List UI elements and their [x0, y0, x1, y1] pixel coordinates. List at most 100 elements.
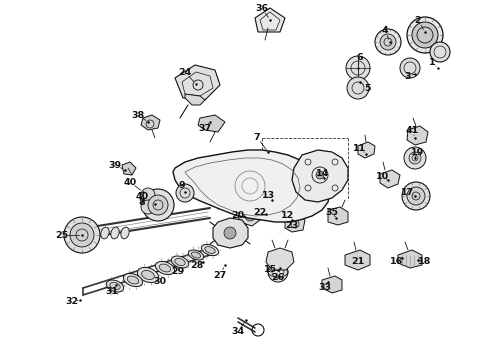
Polygon shape: [185, 94, 205, 105]
Circle shape: [346, 56, 370, 80]
Polygon shape: [380, 170, 400, 188]
Circle shape: [430, 42, 450, 62]
Text: 3: 3: [405, 72, 411, 81]
Text: 20: 20: [231, 211, 245, 220]
Text: 36: 36: [255, 4, 269, 13]
Circle shape: [141, 200, 155, 214]
Polygon shape: [262, 205, 280, 220]
Ellipse shape: [127, 276, 139, 284]
Circle shape: [70, 223, 94, 247]
Text: 7: 7: [254, 132, 260, 141]
Text: 29: 29: [172, 267, 185, 276]
Ellipse shape: [101, 227, 109, 239]
Text: 33: 33: [318, 284, 332, 292]
Text: 39: 39: [108, 161, 122, 170]
Polygon shape: [266, 248, 294, 270]
Text: 21: 21: [351, 257, 365, 266]
Text: 14: 14: [317, 168, 330, 177]
Ellipse shape: [201, 244, 219, 256]
Ellipse shape: [142, 270, 154, 280]
Text: 8: 8: [139, 198, 146, 207]
Circle shape: [404, 147, 426, 169]
Circle shape: [224, 227, 236, 239]
Ellipse shape: [123, 273, 143, 287]
Polygon shape: [175, 65, 220, 100]
Polygon shape: [141, 115, 160, 130]
Circle shape: [64, 217, 100, 253]
Text: 18: 18: [418, 257, 432, 266]
Circle shape: [407, 17, 443, 53]
Ellipse shape: [159, 264, 171, 272]
Text: 10: 10: [375, 171, 389, 180]
Polygon shape: [345, 250, 370, 270]
Text: 11: 11: [353, 144, 367, 153]
Ellipse shape: [205, 247, 215, 253]
Circle shape: [402, 182, 430, 210]
Polygon shape: [398, 250, 422, 268]
Polygon shape: [287, 204, 305, 217]
Circle shape: [412, 22, 438, 48]
Ellipse shape: [121, 227, 129, 239]
Polygon shape: [256, 183, 288, 204]
Text: 41: 41: [405, 126, 418, 135]
Text: 37: 37: [198, 123, 212, 132]
Ellipse shape: [175, 258, 185, 266]
Text: 19: 19: [412, 148, 425, 157]
Text: 12: 12: [281, 211, 294, 220]
Text: 26: 26: [271, 274, 285, 283]
Polygon shape: [213, 218, 248, 248]
Text: 40: 40: [135, 192, 148, 201]
Polygon shape: [320, 164, 340, 182]
Circle shape: [347, 77, 369, 99]
Text: 23: 23: [286, 220, 298, 230]
Text: 24: 24: [178, 68, 192, 77]
Ellipse shape: [137, 267, 159, 283]
Ellipse shape: [106, 280, 123, 292]
Text: 5: 5: [365, 84, 371, 93]
Polygon shape: [122, 162, 136, 175]
Text: 30: 30: [153, 278, 167, 287]
Text: 4: 4: [382, 26, 388, 35]
Polygon shape: [358, 142, 375, 158]
Text: 25: 25: [55, 230, 69, 239]
Text: 38: 38: [131, 111, 145, 120]
Text: 15: 15: [264, 266, 276, 274]
Polygon shape: [238, 206, 260, 226]
Ellipse shape: [155, 261, 174, 275]
Text: 6: 6: [357, 53, 363, 62]
Circle shape: [148, 195, 168, 215]
Text: 9: 9: [179, 180, 185, 189]
Circle shape: [176, 184, 194, 202]
Text: 32: 32: [66, 297, 78, 306]
Circle shape: [268, 262, 288, 282]
Polygon shape: [173, 150, 330, 222]
Circle shape: [409, 152, 421, 164]
Text: 1: 1: [429, 58, 435, 67]
Polygon shape: [292, 150, 348, 202]
Text: 34: 34: [231, 328, 245, 337]
Text: 17: 17: [401, 188, 415, 197]
Circle shape: [400, 58, 420, 78]
Text: 2: 2: [415, 15, 421, 24]
Text: 27: 27: [213, 270, 227, 279]
Circle shape: [141, 188, 155, 202]
Circle shape: [407, 187, 425, 205]
Polygon shape: [322, 276, 342, 293]
Ellipse shape: [111, 227, 119, 239]
Ellipse shape: [188, 250, 204, 260]
Text: 35: 35: [325, 207, 339, 216]
Text: 28: 28: [190, 261, 204, 270]
Text: 40: 40: [123, 177, 137, 186]
Text: 13: 13: [262, 190, 274, 199]
Polygon shape: [407, 126, 428, 145]
Polygon shape: [285, 215, 305, 232]
Ellipse shape: [192, 252, 200, 258]
Polygon shape: [255, 8, 285, 32]
Polygon shape: [328, 207, 348, 225]
Circle shape: [316, 171, 324, 179]
Ellipse shape: [110, 282, 120, 289]
Polygon shape: [198, 115, 225, 132]
Circle shape: [380, 34, 396, 50]
Text: 31: 31: [105, 288, 119, 297]
Circle shape: [245, 211, 255, 221]
